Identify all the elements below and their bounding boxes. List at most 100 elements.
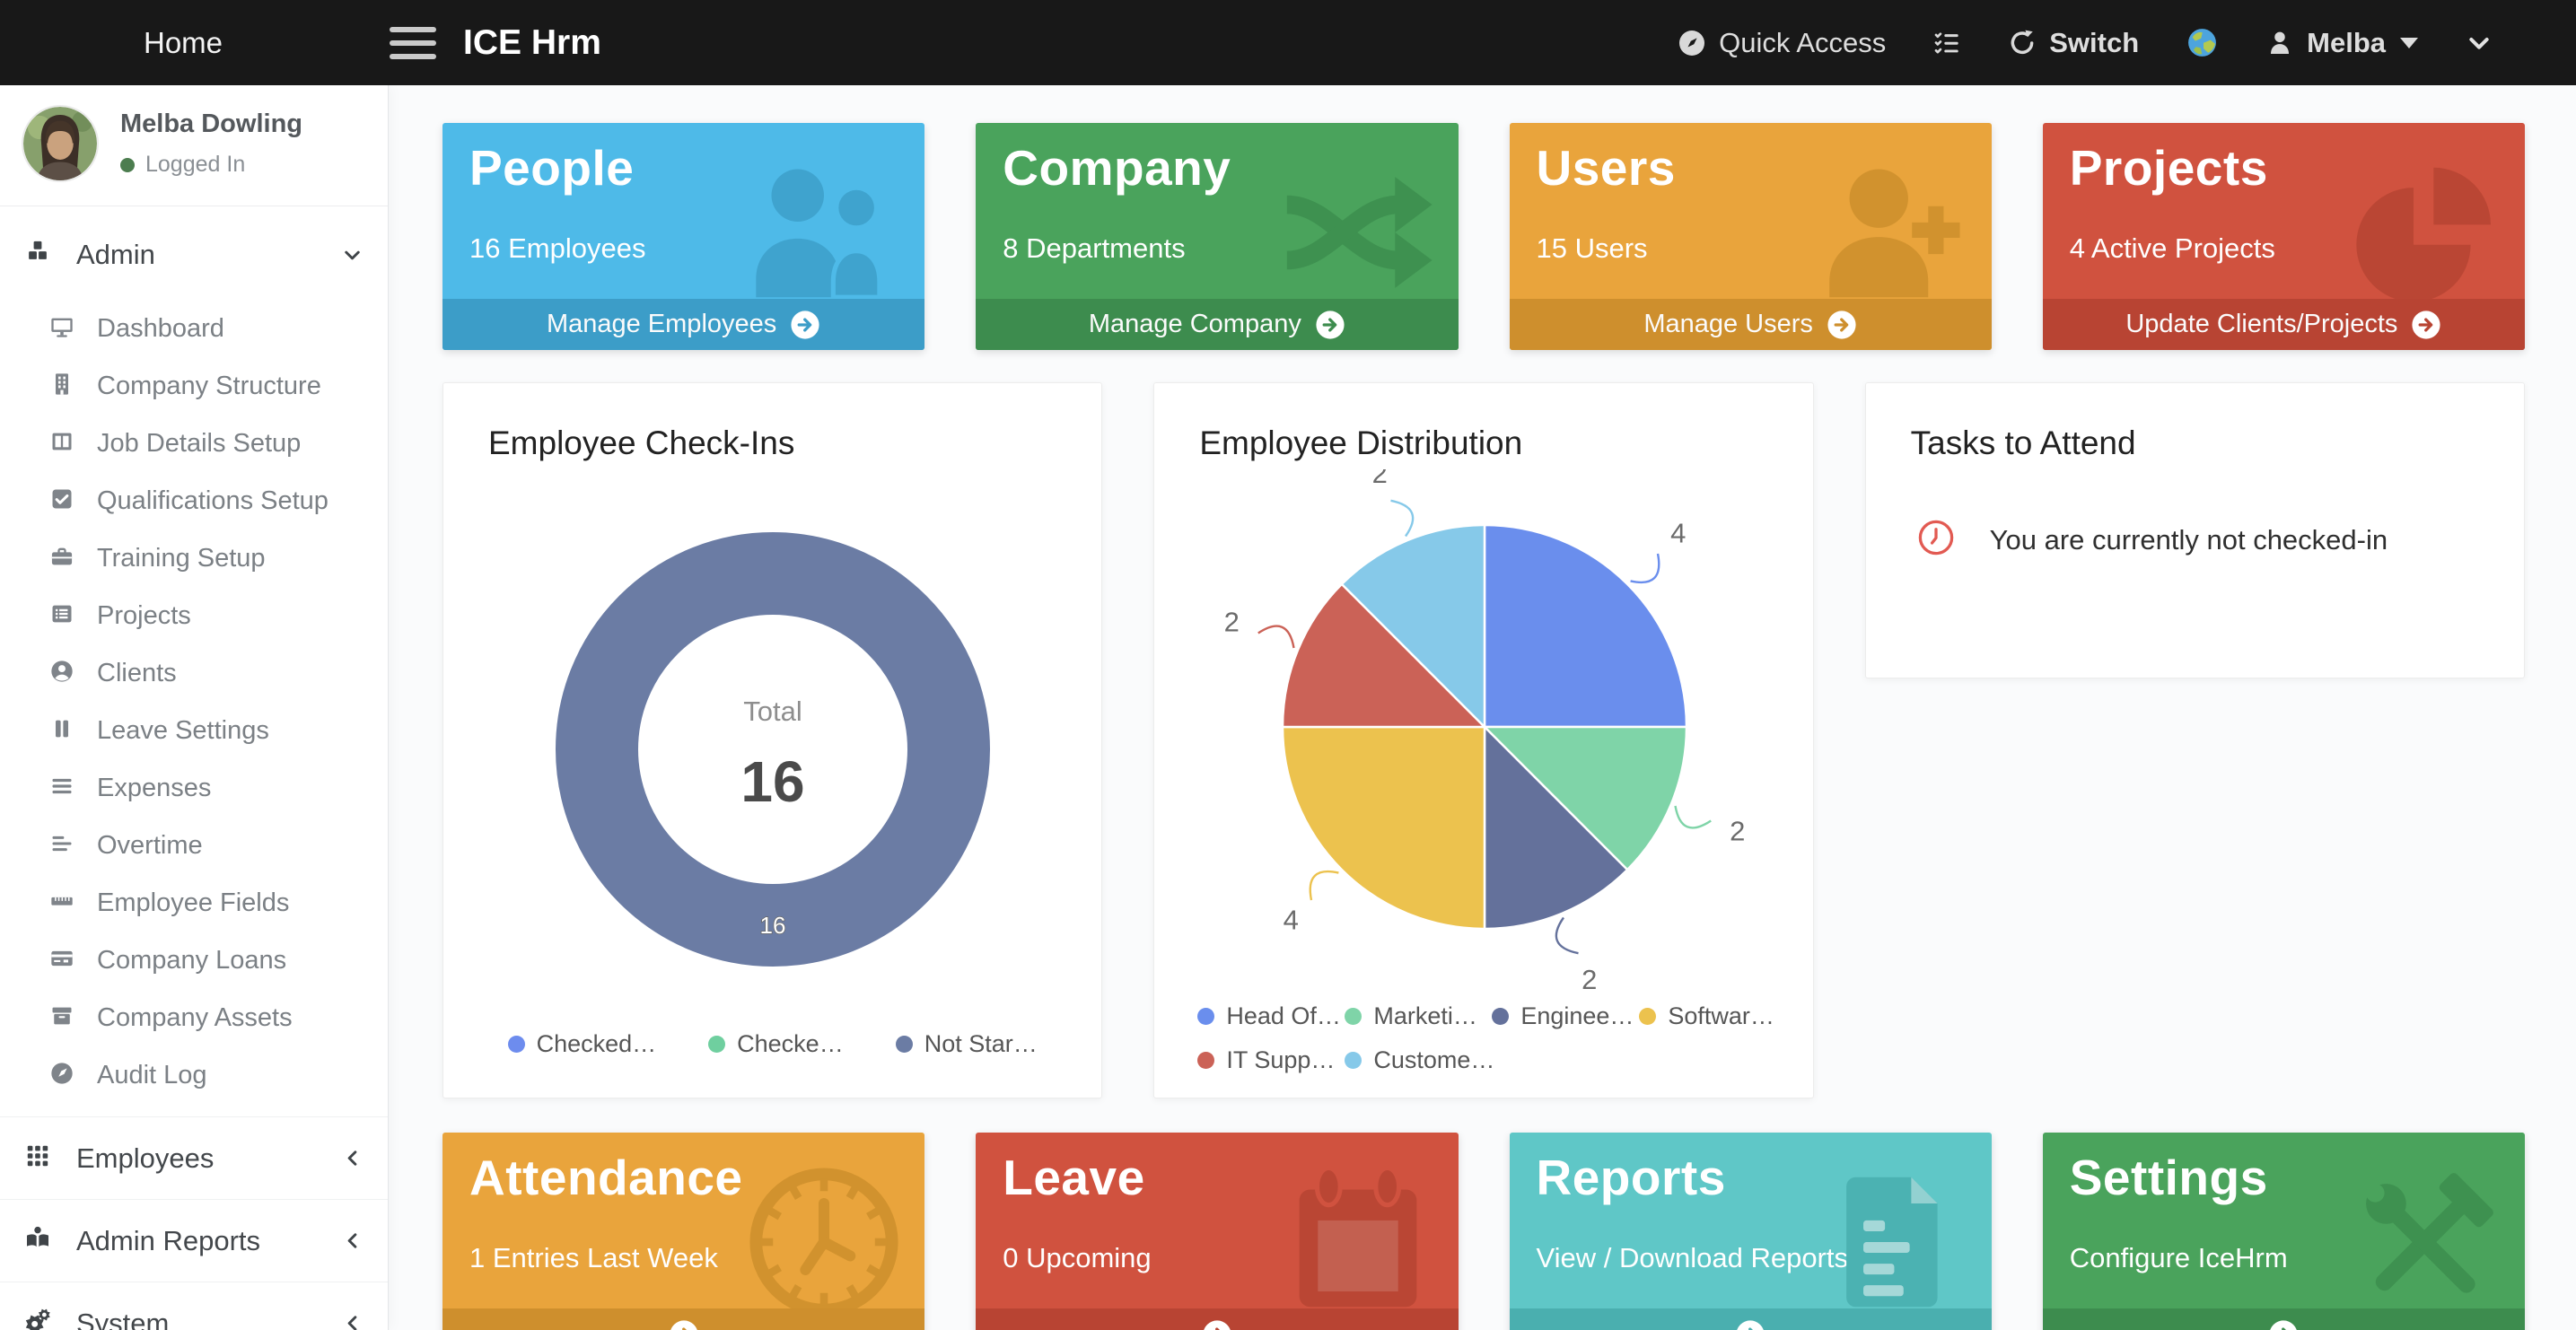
sidebar-item-overtime[interactable]: Overtime — [0, 817, 388, 874]
users-card[interactable]: Users 15 Users Manage Users — [1509, 123, 1992, 350]
legend-item-not-star-[interactable]: Not Star… — [895, 1030, 1038, 1058]
sidebar-item-training-setup[interactable]: Training Setup — [0, 529, 388, 587]
card-action-button[interactable]: Manage Company — [976, 299, 1459, 350]
sidebar: Melba Dowling Logged In Admin Dashboard Co… — [0, 85, 389, 1330]
sidebar-item-audit-log[interactable]: Audit Log — [0, 1046, 388, 1104]
svg-text:16: 16 — [740, 749, 804, 814]
svg-text:4: 4 — [1670, 517, 1686, 548]
sidebar-section-admin-reports[interactable]: Admin Reports — [0, 1199, 388, 1282]
pie-slice-head-of- — [1484, 523, 1688, 729]
sidebar-section-employees[interactable]: Employees — [0, 1116, 388, 1199]
sidebar-item-expenses[interactable]: Expenses — [0, 759, 388, 817]
pie-slice-marketi- — [1482, 725, 1688, 871]
arrow-circle-icon — [1737, 1319, 1765, 1330]
leave-card[interactable]: Leave 0 Upcoming — [976, 1133, 1459, 1330]
arrow-circle-icon — [2412, 310, 2440, 339]
legend-item-checked-[interactable]: Checked… — [507, 1030, 657, 1058]
legend-item-checke-[interactable]: Checke… — [708, 1030, 844, 1058]
sidebar-item-company-loans[interactable]: Company Loans — [0, 932, 388, 989]
svg-text:2: 2 — [1224, 606, 1240, 637]
card-action-button[interactable]: Manage Employees — [442, 299, 925, 350]
sidebar-item-label: Expenses — [97, 773, 212, 802]
arrow-circle-icon — [1827, 310, 1856, 339]
card-action-label: Manage Users — [1643, 310, 1813, 338]
sidebar-item-label: Dashboard — [97, 313, 224, 343]
pie-slice-softwar- — [1282, 725, 1486, 931]
legend-item-softwar-[interactable]: Softwar… — [1639, 1002, 1786, 1030]
card-action-button[interactable] — [442, 1308, 925, 1330]
nav-home-link[interactable]: Home — [144, 25, 223, 59]
sidebar-item-label: Audit Log — [97, 1060, 207, 1089]
sidebar-item-employee-fields[interactable]: Employee Fields — [0, 874, 388, 932]
card-action-button[interactable]: Manage Users — [1509, 299, 1992, 350]
navbar-collapse-toggle[interactable] — [2465, 29, 2493, 57]
card-subtitle: 4 Active Projects — [2069, 232, 2275, 264]
legend-dot — [1197, 1052, 1215, 1069]
quick-access-button[interactable]: Quick Access — [1678, 27, 1886, 59]
settings-card[interactable]: Settings Configure IceHrm — [2042, 1133, 2525, 1330]
attendance-card[interactable]: Attendance 1 Entries Last Week — [442, 1133, 925, 1330]
projects-card[interactable]: Projects 4 Active Projects Update Clients/… — [2042, 123, 2525, 350]
user-plus-icon — [1814, 155, 1968, 310]
archive-icon — [49, 1003, 74, 1033]
reports-card[interactable]: Reports View / Download Reports — [1509, 1133, 1992, 1330]
sidebar-item-projects[interactable]: Projects — [0, 587, 388, 644]
sidebar-item-clients[interactable]: Clients — [0, 644, 388, 702]
check-square-icon — [49, 486, 74, 516]
calendar-icon — [1281, 1165, 1435, 1319]
legend-dot — [1197, 1008, 1215, 1025]
card-action-button[interactable]: Update Clients/Projects — [2042, 299, 2525, 350]
card-title: Company — [1003, 140, 1231, 196]
language-button[interactable] — [2186, 26, 2219, 59]
ruler-icon — [49, 888, 74, 918]
card-action-label: Manage Company — [1088, 310, 1301, 338]
pie-slice-custome- — [1340, 523, 1486, 731]
pause-icon — [49, 716, 74, 746]
sidebar-item-dashboard[interactable]: Dashboard — [0, 300, 388, 357]
legend-label: Checked… — [536, 1030, 657, 1057]
people-card[interactable]: People 16 Employees Manage Employees — [442, 123, 925, 350]
sidebar-item-label: Projects — [97, 600, 191, 630]
legend-item-marketi-[interactable]: Marketi… — [1345, 1002, 1492, 1030]
grid-icon — [23, 1142, 52, 1175]
switch-button[interactable]: Switch — [2008, 27, 2139, 59]
legend-item-custome-[interactable]: Custome… — [1345, 1046, 1494, 1074]
legend-item-enginee-[interactable]: Enginee… — [1492, 1002, 1639, 1030]
bottom-cards-row: Attendance 1 Entries Last Week Leave 0 Upco… — [442, 1133, 2525, 1330]
legend-item-head-of-[interactable]: Head Of… — [1197, 1002, 1345, 1030]
card-action-button[interactable] — [976, 1308, 1459, 1330]
card-title: People — [469, 140, 635, 196]
chevron-left-icon — [340, 1311, 364, 1330]
user-name-label: Melba — [2307, 26, 2386, 58]
sidebar-section-admin[interactable]: Admin — [0, 214, 388, 296]
sidebar-item-company-assets[interactable]: Company Assets — [0, 989, 388, 1046]
tasks-card: Tasks to Attend You are currently not ch… — [1864, 382, 2525, 678]
company-card[interactable]: Company 8 Departments Manage Company — [976, 123, 1459, 350]
sidebar-item-company-structure[interactable]: Company Structure — [0, 357, 388, 415]
tasks-button[interactable] — [1932, 29, 1961, 57]
sidebar-section-system[interactable]: System — [0, 1282, 388, 1330]
sidebar-item-label: Clients — [97, 658, 177, 687]
card-subtitle: 0 Upcoming — [1003, 1242, 1152, 1273]
book-reader-icon — [23, 1224, 52, 1257]
user-menu[interactable]: Melba — [2265, 27, 2418, 59]
legend-dot — [1639, 1008, 1657, 1025]
card-action-button[interactable] — [1509, 1308, 1992, 1330]
building-icon — [49, 372, 74, 401]
sidebar-item-job-details-setup[interactable]: Job Details Setup — [0, 415, 388, 472]
sidebar-item-leave-settings[interactable]: Leave Settings — [0, 702, 388, 759]
legend-dot — [708, 1036, 726, 1053]
sidebar-item-label: Company Assets — [97, 1002, 293, 1032]
file-icon — [1814, 1165, 1968, 1319]
arrow-circle-icon — [2270, 1319, 2298, 1330]
hamburger-menu-icon[interactable] — [390, 26, 437, 59]
card-action-label: Update Clients/Projects — [2125, 310, 2398, 338]
gears-icon — [23, 1307, 52, 1330]
card-action-button[interactable] — [2042, 1308, 2525, 1330]
legend-item-it-supp-[interactable]: IT Supp… — [1197, 1046, 1345, 1074]
compass-icon — [49, 1061, 74, 1090]
sidebar-menu: Admin Dashboard Company Structure Job Detai… — [0, 214, 388, 1330]
sidebar-item-qualifications-setup[interactable]: Qualifications Setup — [0, 472, 388, 529]
dashboard-content: People 16 Employees Manage Employees Compan… — [389, 85, 2576, 1330]
sidebar-section-label: Admin — [76, 239, 155, 270]
